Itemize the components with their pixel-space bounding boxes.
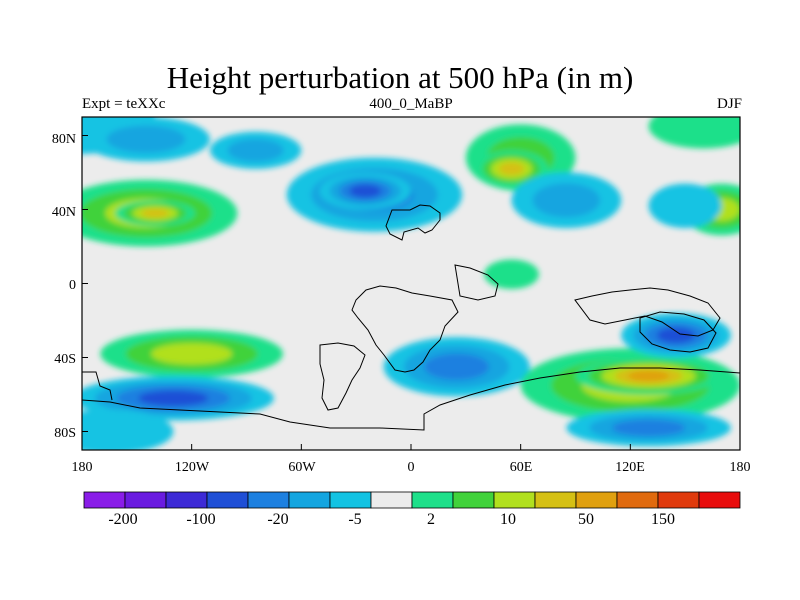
colorbar-swatch bbox=[83, 491, 126, 509]
anomaly-contour bbox=[141, 208, 170, 218]
y-tick-label: 80N bbox=[51, 132, 76, 147]
anomaly-contour bbox=[424, 353, 490, 380]
coastline-australia bbox=[639, 311, 717, 353]
colorbar-swatch bbox=[452, 491, 495, 509]
contour-field bbox=[82, 117, 740, 450]
y-tick-marks bbox=[82, 135, 88, 432]
x-tick-label: 180 bbox=[729, 460, 751, 475]
colorbar-swatch bbox=[288, 491, 331, 509]
anomaly-contour bbox=[227, 138, 284, 162]
anomaly-contour bbox=[349, 184, 382, 198]
center-string: 400_0_MaBP bbox=[369, 96, 453, 112]
anomaly-contour bbox=[648, 117, 740, 149]
colorbar-swatch bbox=[206, 491, 249, 509]
colorbar-swatch bbox=[616, 491, 659, 509]
coastlines bbox=[82, 204, 740, 431]
anomaly-contour bbox=[498, 162, 525, 176]
colorbar-swatch bbox=[657, 491, 700, 509]
map-title: Height perturbation at 500 hPa (in m) bbox=[166, 60, 634, 95]
colorbar-swatch bbox=[698, 491, 741, 509]
anomaly-contour bbox=[106, 125, 186, 153]
colorbar-swatch bbox=[165, 491, 208, 509]
anomaly-contour bbox=[151, 343, 233, 365]
colorbar-swatch bbox=[329, 491, 372, 509]
y-tick-label: 40S bbox=[54, 352, 76, 367]
right-string: DJF bbox=[716, 96, 742, 112]
coastline-north-america-fragment bbox=[82, 371, 113, 401]
x-tick-label: 120E bbox=[615, 460, 645, 475]
x-tick-label: 180 bbox=[71, 460, 93, 475]
x-tick-label: 120W bbox=[174, 460, 210, 475]
coastline-antarctica bbox=[82, 367, 740, 431]
left-string: Expt = teXXc bbox=[82, 96, 166, 112]
x-tick-label: 0 bbox=[407, 460, 415, 475]
anomaly-contour bbox=[648, 183, 722, 228]
coastline-south-america bbox=[319, 342, 366, 411]
anomaly-contour bbox=[656, 327, 696, 344]
colorbar-swatch bbox=[575, 491, 618, 509]
colorbar-label: -100 bbox=[186, 511, 216, 528]
colorbar-label: 2 bbox=[427, 511, 435, 528]
anomaly-contour bbox=[138, 390, 209, 406]
colorbar-swatch bbox=[411, 491, 454, 509]
anomaly-contour bbox=[612, 419, 686, 437]
colorbar-swatch bbox=[370, 491, 413, 509]
y-tick-label: 0 bbox=[69, 278, 76, 293]
colorbar-label: -200 bbox=[108, 511, 138, 528]
anomaly-contour bbox=[484, 259, 539, 290]
colorbar-label: -5 bbox=[348, 511, 362, 528]
colorbar-label: 150 bbox=[651, 511, 675, 528]
coastline-asia bbox=[454, 264, 721, 337]
colorbar-swatch bbox=[534, 491, 577, 509]
x-tick-label: 60E bbox=[509, 460, 533, 475]
colorbar-swatch bbox=[247, 491, 290, 509]
coastline-africa-europe bbox=[351, 204, 459, 373]
x-tick-label: 60W bbox=[288, 460, 316, 475]
y-tick-label: 40N bbox=[51, 205, 76, 220]
anomaly-contour bbox=[627, 370, 670, 382]
y-tick-label: 80S bbox=[54, 426, 76, 441]
anomaly-contour bbox=[532, 183, 601, 218]
colorbar-label: -20 bbox=[267, 511, 289, 528]
colorbar bbox=[83, 491, 741, 509]
colorbar-swatch bbox=[493, 491, 536, 509]
colorbar-label: 10 bbox=[500, 511, 516, 528]
x-tick-marks bbox=[81, 444, 741, 450]
colorbar-swatch bbox=[124, 491, 167, 509]
colorbar-label: 50 bbox=[578, 511, 594, 528]
anomaly-contour bbox=[82, 409, 174, 450]
